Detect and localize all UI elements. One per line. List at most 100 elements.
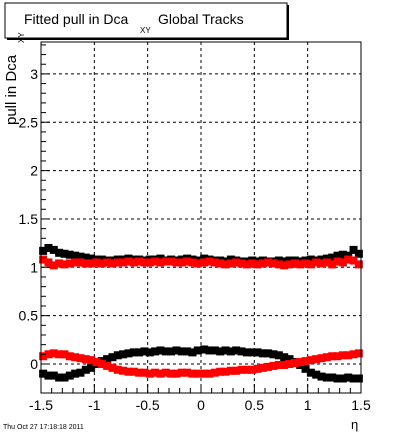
data-point-series-2 (113, 258, 122, 267)
data-point-series-3 (103, 355, 112, 364)
data-point-series-3 (301, 364, 310, 373)
data-point-series-2 (44, 258, 53, 267)
y-tick-label: 0 (30, 356, 38, 372)
y-tick-label: 1.5 (19, 211, 39, 227)
data-point-series-1 (39, 246, 48, 255)
data-point-series-3 (285, 355, 294, 364)
data-point-series-2 (280, 261, 289, 270)
data-point-series-2 (129, 258, 138, 267)
data-point-series-2 (183, 257, 192, 266)
data-point-series-2 (264, 258, 273, 267)
data-point-series-2 (226, 259, 235, 268)
data-point-series-3 (81, 365, 90, 374)
data-point-series-2 (338, 258, 347, 267)
data-point-series-2 (237, 259, 246, 268)
data-point-series-2 (49, 261, 58, 270)
data-point-series-3 (226, 347, 235, 356)
data-point-series-3 (119, 350, 128, 359)
data-point-series-2 (140, 258, 149, 267)
data-point-series-2 (248, 259, 257, 268)
data-point-series-2 (232, 258, 241, 267)
data-point-series-1 (49, 245, 58, 254)
data-point-series-4 (113, 365, 122, 374)
data-point-series-4 (344, 351, 353, 360)
data-point-series-3 (76, 368, 85, 377)
data-point-series-3 (145, 348, 154, 357)
x-tick-label: -1.5 (29, 397, 53, 413)
data-point-series-3 (39, 369, 48, 378)
data-point-series-4 (172, 369, 181, 378)
data-point-series-3 (237, 347, 246, 356)
data-point-series-3 (135, 348, 144, 357)
data-point-series-3 (242, 348, 251, 357)
data-point-series-3 (317, 372, 326, 381)
data-point-series-3 (200, 345, 209, 354)
y-tick-label: 2 (30, 163, 38, 179)
data-point-series-3 (349, 374, 358, 383)
data-point-series-1 (71, 251, 80, 260)
data-point-series-4 (119, 366, 128, 375)
data-point-series-2 (253, 260, 262, 269)
data-point-series-4 (322, 353, 331, 362)
y-axis-title-subscript: XY (17, 32, 26, 43)
data-point-series-2 (71, 258, 80, 267)
y-tick-label: 3 (30, 66, 38, 82)
data-point-series-2 (290, 259, 299, 268)
data-point-series-3 (151, 347, 160, 356)
data-point-series-4 (333, 352, 342, 361)
data-point-series-3 (306, 368, 315, 377)
data-point-series-1 (354, 249, 363, 258)
data-point-series-1 (60, 249, 69, 258)
chart-title-suffix: Global Tracks (158, 11, 244, 27)
data-point-series-4 (151, 368, 160, 377)
data-point-series-4 (210, 368, 219, 377)
data-point-series-4 (258, 363, 267, 372)
data-point-series-3 (274, 351, 283, 360)
data-point-series-2 (354, 260, 363, 269)
data-point-series-3 (338, 374, 347, 383)
data-point-series-3 (210, 346, 219, 355)
data-point-series-2 (156, 258, 165, 267)
data-point-series-4 (60, 350, 69, 359)
chart-title-subscript: XY (140, 26, 151, 35)
data-point-series-2 (285, 260, 294, 269)
data-point-series-1 (76, 252, 85, 261)
data-point-series-4 (135, 368, 144, 377)
title-shadow-right (287, 5, 289, 40)
data-point-series-4 (44, 350, 53, 359)
data-point-series-4 (76, 354, 85, 363)
data-point-series-4 (226, 366, 235, 375)
data-point-series-2 (221, 260, 230, 269)
data-point-series-4 (232, 366, 241, 375)
data-point-series-4 (290, 359, 299, 368)
data-point-series-4 (328, 352, 337, 361)
data-point-series-3 (44, 371, 53, 380)
data-point-series-2 (151, 257, 160, 266)
data-point-series-3 (71, 369, 80, 378)
data-point-series-4 (264, 362, 273, 371)
data-point-series-3 (55, 373, 64, 382)
data-point-series-2 (344, 255, 353, 264)
data-point-series-4 (242, 365, 251, 374)
data-point-series-4 (81, 355, 90, 364)
data-point-series-4 (237, 365, 246, 374)
data-point-series-4 (145, 369, 154, 378)
timestamp: Thu Oct 27 17:18:18 2011 (3, 424, 84, 431)
data-point-series-2 (135, 257, 144, 266)
data-point-series-4 (296, 358, 305, 367)
x-tick-label: 1.5 (351, 397, 371, 413)
data-point-series-2 (188, 258, 197, 267)
data-point-series-4 (156, 369, 165, 378)
data-point-series-3 (264, 349, 273, 358)
data-point-series-4 (354, 349, 363, 358)
data-point-series-3 (129, 348, 138, 357)
title-frame (4, 2, 288, 39)
data-point-series-2 (333, 257, 342, 266)
data-point-series-4 (124, 367, 133, 376)
title-shadow-bottom (7, 38, 289, 40)
data-point-series-2 (317, 259, 326, 268)
data-point-series-2 (258, 259, 267, 268)
data-point-series-2 (81, 259, 90, 268)
data-point-series-2 (103, 258, 112, 267)
